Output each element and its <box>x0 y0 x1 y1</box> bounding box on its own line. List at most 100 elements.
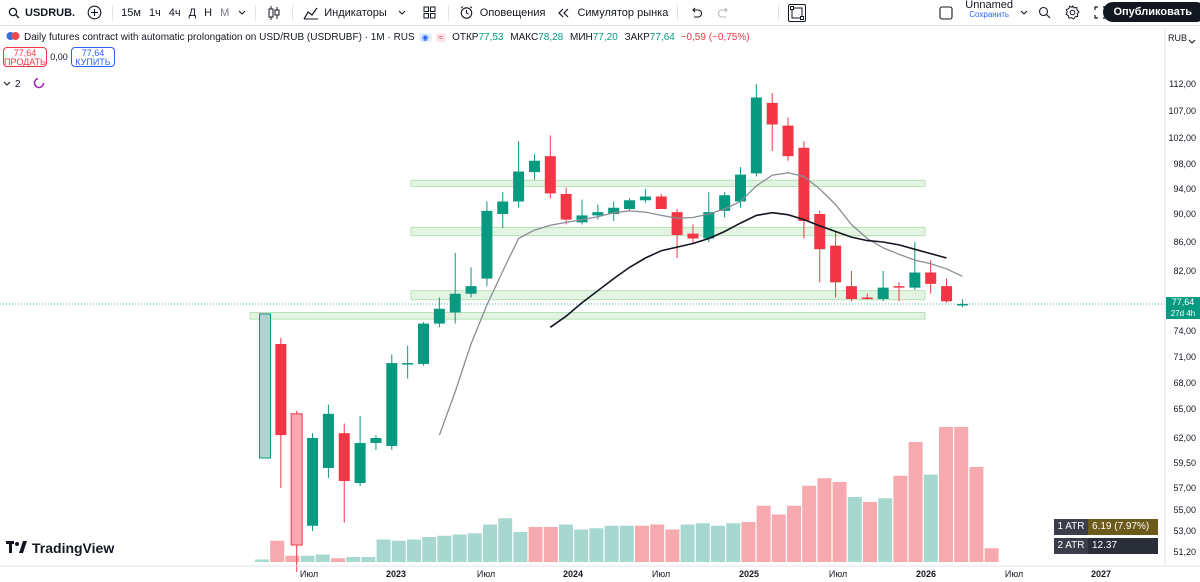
candle-body <box>386 363 398 446</box>
volume-bar <box>847 497 862 562</box>
candle-body <box>592 212 604 216</box>
sell-price: 77,64 <box>13 48 37 58</box>
eye-icon[interactable]: ◉ <box>418 33 432 42</box>
candle-body <box>909 272 921 288</box>
tradingview-logo[interactable]: TradingView <box>6 540 114 556</box>
volume-bar <box>680 524 695 562</box>
settings-button[interactable] <box>1058 0 1086 25</box>
high-value: 78,28 <box>538 32 564 43</box>
chart-legend: Daily futures contract with automatic pr… <box>6 31 750 44</box>
open-value: 77,53 <box>478 32 504 43</box>
loading-icon <box>33 77 45 92</box>
volume-bar <box>498 518 513 562</box>
indicators-button[interactable]: Индикаторы <box>297 0 416 25</box>
spread-value: 0,00 <box>50 52 68 62</box>
indicator-toggle[interactable]: 2 <box>3 77 45 92</box>
buy-price: 77,64 <box>81 48 105 58</box>
trade-panel: 77,64 ПРОДАТЬ 0,00 77,64 КУПИТЬ <box>3 47 115 67</box>
volume-bar <box>300 555 315 562</box>
alerts-label: Оповещения <box>479 6 546 19</box>
price-zone <box>410 226 926 237</box>
layout-checkbox[interactable] <box>932 0 960 25</box>
candle-body <box>703 212 715 239</box>
time-tick-label: Июл <box>477 569 495 579</box>
volume-bar <box>832 482 847 562</box>
volume-bar <box>619 525 634 562</box>
volume-bar <box>391 540 406 562</box>
publish-button[interactable]: Опубликовать <box>1103 2 1200 22</box>
candle-body <box>735 174 746 202</box>
high-label: МАКС <box>510 32 539 43</box>
timeframe-15m[interactable]: 15м <box>121 6 141 19</box>
candle-body <box>624 200 636 209</box>
grid-icon <box>421 4 439 22</box>
symbol-search[interactable]: USDRUB. <box>0 0 80 25</box>
volume-bar <box>376 539 391 562</box>
flag-icon <box>6 31 20 44</box>
replay-button[interactable]: Симулятор рынка <box>550 0 673 25</box>
chevron-down-icon <box>3 79 11 90</box>
gear-icon <box>1063 4 1081 22</box>
selection-icon <box>788 3 807 22</box>
candle-body <box>814 214 826 250</box>
price-tick-label: 74,00 <box>1173 326 1196 336</box>
candle-body <box>655 196 667 209</box>
candle-body <box>560 194 572 220</box>
sell-button[interactable]: 77,64 ПРОДАТЬ <box>3 47 47 67</box>
price-zone <box>410 179 926 187</box>
volume-bar <box>285 555 300 562</box>
waves-icon[interactable]: ≈ <box>435 33 447 42</box>
undo-button[interactable] <box>682 0 710 25</box>
currency-label[interactable]: RUB <box>1168 33 1188 43</box>
redo-button[interactable] <box>710 0 738 25</box>
chevron-down-icon <box>393 4 411 22</box>
atr-2-value: 12.37 (15.93%) <box>1088 538 1158 567</box>
toolbar-divider <box>447 4 449 21</box>
toolbar-divider <box>292 4 294 21</box>
layout-menu-button[interactable] <box>1018 0 1030 25</box>
candle-body <box>608 207 620 214</box>
candle-body <box>465 286 477 294</box>
timeframe-day[interactable]: Д <box>188 6 197 19</box>
time-tick-label: Июл <box>652 569 670 579</box>
chevron-down-icon[interactable] <box>1188 32 1196 50</box>
layout-name[interactable]: Unnamed Сохранить <box>960 0 1018 25</box>
volume-bar <box>863 502 877 562</box>
plus-circle-icon <box>85 4 103 22</box>
alerts-button[interactable]: Оповещения <box>453 0 551 25</box>
volume-bar <box>604 525 619 562</box>
chart-type-button[interactable] <box>260 0 288 25</box>
compare-button[interactable] <box>80 0 108 25</box>
candle-body <box>750 97 762 174</box>
volume-bar <box>741 522 756 562</box>
volume-bar <box>771 514 786 562</box>
price-tick-label: 112,00 <box>1169 79 1196 89</box>
templates-button[interactable] <box>416 0 444 25</box>
candle-body <box>798 147 810 221</box>
support-resistance-zones <box>0 179 1165 320</box>
layout-save-label: Сохранить <box>969 10 1010 19</box>
chevron-down-icon[interactable] <box>233 4 251 22</box>
toolbar-divider <box>677 4 679 21</box>
price-tick-label: 90,00 <box>1173 209 1196 219</box>
timeframe-week[interactable]: Н <box>204 6 213 19</box>
indicator-count: 2 <box>15 79 21 90</box>
buy-label: КУПИТЬ <box>75 57 111 67</box>
volume-bar <box>711 525 725 562</box>
timeframe-4h[interactable]: 4ч <box>168 6 181 19</box>
volume-bar <box>407 539 421 562</box>
legend-title[interactable]: Daily futures contract with automatic pr… <box>24 32 415 43</box>
quick-search-button[interactable] <box>1030 0 1058 25</box>
timeframe-month[interactable]: М <box>220 6 230 19</box>
timeframe-1h[interactable]: 1ч <box>148 6 161 19</box>
symbol-name: USDRUB. <box>25 6 76 19</box>
candle-body <box>845 286 857 300</box>
moving-average-slow <box>549 211 947 328</box>
candle-body <box>513 171 525 202</box>
volume-bar <box>878 498 893 562</box>
selection-tool-button[interactable] <box>783 0 811 25</box>
candle-body <box>290 413 303 546</box>
buy-button[interactable]: 77,64 КУПИТЬ <box>71 47 115 67</box>
volume-bar <box>346 557 361 562</box>
